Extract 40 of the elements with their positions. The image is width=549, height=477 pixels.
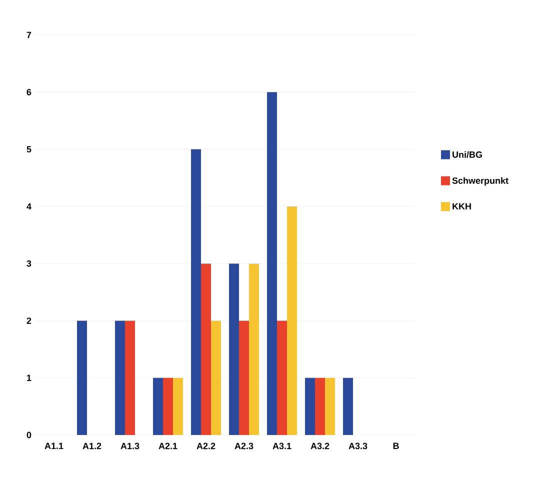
y-tick-label: 3 xyxy=(26,260,32,267)
bar xyxy=(249,264,260,435)
y-tick-label: 1 xyxy=(27,374,32,381)
bar xyxy=(163,378,174,435)
x-tick-label: A3.3 xyxy=(348,442,368,450)
bar xyxy=(343,378,354,435)
bar xyxy=(153,378,164,435)
bar xyxy=(173,378,184,435)
y-tick-label: 5 xyxy=(26,146,32,152)
bar xyxy=(305,378,316,435)
legend-label: Schwerpunkt xyxy=(452,177,508,186)
bar xyxy=(201,264,212,435)
x-tick-label: B xyxy=(393,442,399,449)
x-tick-label: A3.1 xyxy=(272,442,292,450)
x-tick-label: A3.2 xyxy=(310,442,330,450)
x-tick-label: A2.1 xyxy=(158,442,178,450)
bar xyxy=(229,264,240,435)
y-tick-label: 6 xyxy=(26,88,32,96)
legend-label: Uni/BG xyxy=(452,151,482,158)
bar xyxy=(239,320,250,435)
bar xyxy=(191,149,202,435)
x-tick-label: A2.3 xyxy=(234,442,254,450)
bar xyxy=(267,92,278,435)
bar xyxy=(115,320,125,435)
legend-label: KKH xyxy=(452,203,471,210)
bar xyxy=(125,320,136,435)
x-tick-label: A1.1 xyxy=(44,442,64,449)
bar xyxy=(315,378,326,435)
bar xyxy=(77,320,87,435)
y-tick-label: 0 xyxy=(26,432,32,438)
bar xyxy=(277,320,288,435)
y-tick-label: 2 xyxy=(26,318,32,324)
y-tick-label: 7 xyxy=(26,32,32,38)
x-tick-label: A1.3 xyxy=(120,442,140,450)
bar xyxy=(325,378,336,435)
bar xyxy=(287,206,298,435)
bar xyxy=(211,320,222,435)
y-tick-label: 4 xyxy=(26,203,32,210)
x-tick-label: A1.2 xyxy=(82,442,102,450)
x-tick-label: A2.2 xyxy=(196,442,216,450)
